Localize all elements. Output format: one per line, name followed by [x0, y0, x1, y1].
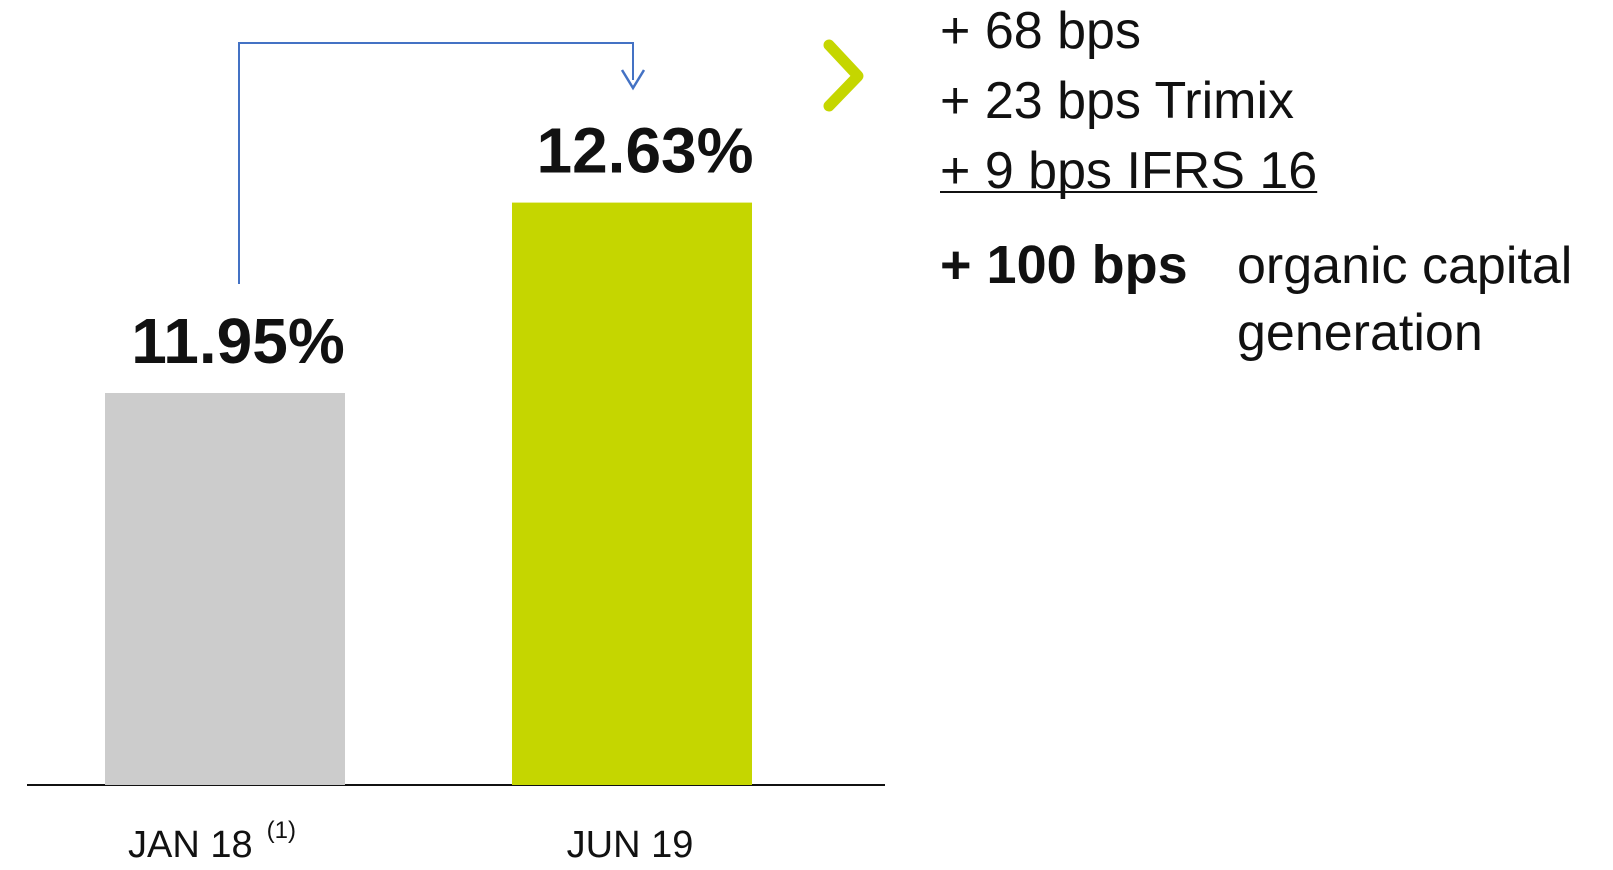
value-label: 12.63% [536, 115, 753, 187]
chevron [823, 39, 864, 112]
annotation: + 23 bps Trimix [940, 72, 1294, 130]
x-tick-label: JAN 18 [128, 824, 253, 866]
footnote-mark: (1) [267, 817, 296, 844]
annotation: + 9 bps IFRS 16 [940, 142, 1317, 200]
annotation-text: organic capital [1237, 237, 1572, 295]
arrow-head [620, 69, 646, 91]
annotation: + 68 bps [940, 2, 1141, 60]
bar [512, 202, 752, 786]
bar [105, 393, 345, 785]
value-label: 11.95% [131, 305, 345, 377]
x-tick-label: JUN 19 [567, 824, 694, 866]
annotation-text: generation [1237, 304, 1483, 362]
annotations: + 68 bps + 23 bps Trimix + 9 bps IFRS 16 + … [940, 2, 1572, 362]
annotation-total: + 100 bps [940, 235, 1188, 295]
connector-arrow [238, 42, 634, 284]
